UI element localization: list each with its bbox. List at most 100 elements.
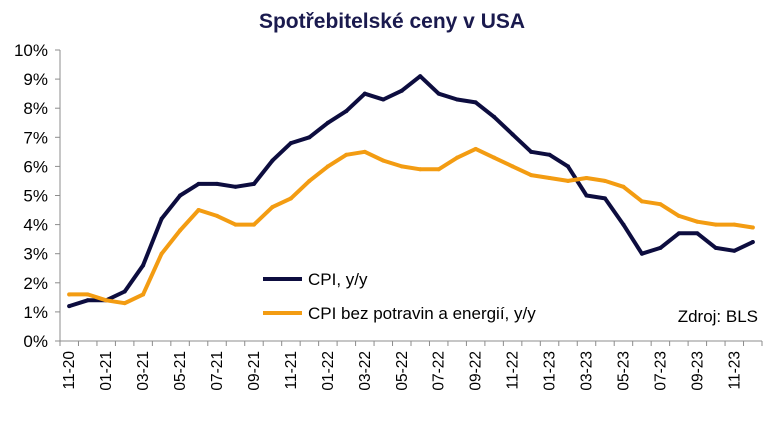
- data-point: [307, 178, 312, 183]
- data-point: [492, 155, 497, 160]
- data-point: [510, 164, 515, 169]
- y-tick-label: 8%: [23, 99, 48, 118]
- x-tick-label: 11-22: [505, 351, 522, 390]
- legend: CPI, y/y CPI bez potravin a energií, y/y: [263, 270, 536, 323]
- data-point: [141, 292, 146, 297]
- data-point: [455, 155, 460, 160]
- y-tick-label: 2%: [23, 274, 48, 293]
- data-point: [473, 146, 478, 151]
- data-point: [196, 181, 201, 186]
- y-tick-label: 1%: [23, 303, 48, 322]
- data-point: [602, 178, 607, 183]
- data-point: [251, 222, 256, 227]
- x-tick-label: 01-21: [98, 351, 115, 391]
- data-point: [178, 228, 183, 233]
- y-tick-label: 9%: [23, 70, 48, 89]
- data-point: [307, 135, 312, 140]
- data-point: [104, 298, 109, 303]
- data-point: [325, 164, 330, 169]
- x-tick-label: 11-21: [283, 351, 300, 390]
- data-point: [639, 251, 644, 256]
- x-tick-label: 05-21: [172, 351, 189, 391]
- data-point: [492, 114, 497, 119]
- x-tick-label: 07-23: [652, 351, 669, 391]
- data-point: [547, 152, 552, 157]
- data-point: [159, 216, 164, 221]
- data-point: [159, 251, 164, 256]
- x-tick-label: 05-23: [615, 351, 632, 391]
- data-point: [362, 149, 367, 154]
- data-point: [695, 231, 700, 236]
- series-2: [67, 146, 755, 306]
- data-point: [288, 141, 293, 146]
- y-tick-label: 10%: [14, 41, 48, 60]
- data-point: [233, 184, 238, 189]
- axes: [59, 50, 762, 342]
- data-point: [750, 240, 755, 245]
- x-tick-label: 03-21: [135, 351, 152, 391]
- y-tick-label: 4%: [23, 216, 48, 235]
- source-note: Zdroj: BLS: [678, 307, 758, 326]
- data-point: [676, 231, 681, 236]
- data-point: [602, 196, 607, 201]
- y-tick-label: 5%: [23, 187, 48, 206]
- data-point: [67, 304, 72, 309]
- data-point: [566, 164, 571, 169]
- x-tick-label: 09-22: [468, 351, 485, 391]
- data-point: [67, 292, 72, 297]
- data-point: [85, 298, 90, 303]
- data-point: [713, 245, 718, 250]
- data-point: [436, 91, 441, 96]
- data-point: [288, 196, 293, 201]
- data-point: [381, 97, 386, 102]
- data-point: [510, 132, 515, 137]
- x-tick-label: 07-22: [431, 351, 448, 391]
- data-point: [732, 248, 737, 253]
- data-point: [547, 176, 552, 181]
- series-line: [67, 74, 755, 309]
- data-point: [399, 164, 404, 169]
- y-tick-label: 3%: [23, 245, 48, 264]
- data-point: [473, 100, 478, 105]
- data-point: [178, 193, 183, 198]
- x-tick-label: 03-23: [579, 351, 596, 391]
- data-point: [399, 88, 404, 93]
- x-tick-label: 09-23: [689, 351, 706, 391]
- y-tick-label: 7%: [23, 128, 48, 147]
- data-point: [196, 208, 201, 213]
- data-point: [122, 289, 127, 294]
- data-point: [233, 222, 238, 227]
- data-point: [566, 178, 571, 183]
- data-point: [215, 181, 220, 186]
- data-point: [621, 184, 626, 189]
- chart-title: Spotřebitelské ceny v USA: [258, 10, 526, 33]
- data-point: [418, 167, 423, 172]
- data-point: [658, 245, 663, 250]
- data-point: [455, 97, 460, 102]
- x-tick-label: 09-21: [246, 351, 263, 391]
- x-tick-label: 01-22: [320, 351, 337, 391]
- series-lines: [67, 74, 755, 309]
- data-point: [732, 222, 737, 227]
- x-tick-label: 07-21: [209, 351, 226, 391]
- data-point: [750, 225, 755, 230]
- data-point: [325, 120, 330, 125]
- data-point: [270, 158, 275, 163]
- data-point: [344, 109, 349, 114]
- data-point: [418, 74, 423, 79]
- data-point: [141, 263, 146, 268]
- data-point: [695, 219, 700, 224]
- data-point: [381, 158, 386, 163]
- x-tick-label: 11-23: [726, 351, 743, 390]
- x-axis-ticks: 11-20 01-21 03-21 05-21 07-21 09-21 11-21 01-22…: [59, 341, 763, 391]
- data-point: [584, 193, 589, 198]
- data-point: [270, 205, 275, 210]
- data-point: [362, 91, 367, 96]
- data-point: [436, 167, 441, 172]
- data-point: [251, 181, 256, 186]
- y-tick-label: 0%: [23, 332, 48, 351]
- x-tick-label: 11-20: [61, 351, 78, 390]
- series-1: [67, 74, 755, 309]
- x-tick-label: 03-22: [357, 351, 374, 391]
